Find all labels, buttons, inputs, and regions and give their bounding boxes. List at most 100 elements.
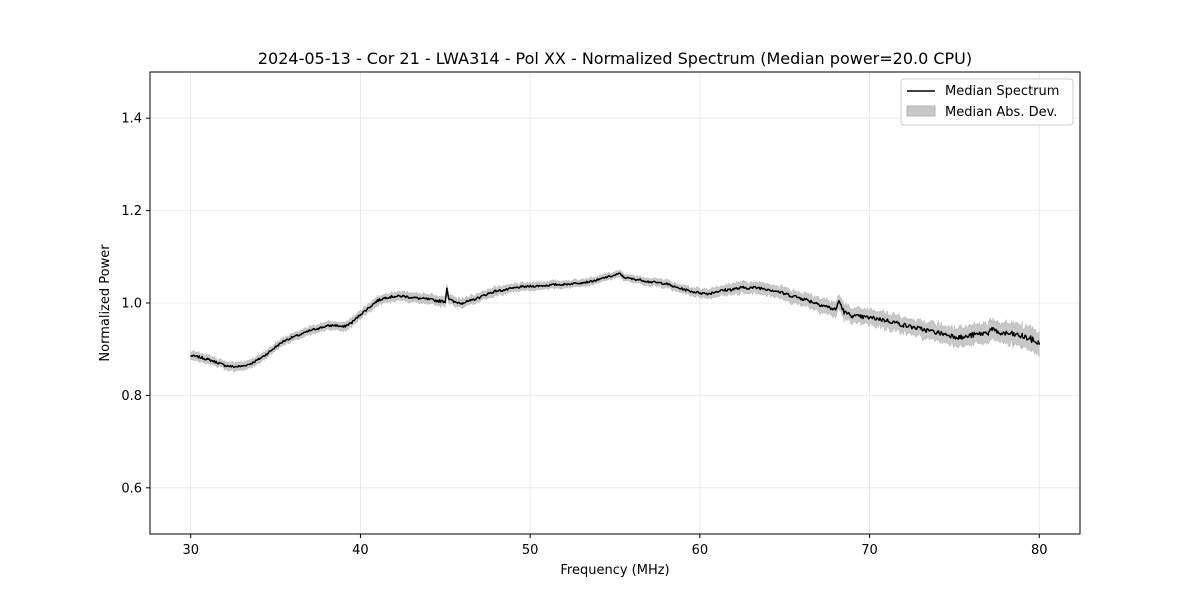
spectrum-point bbox=[838, 300, 839, 301]
spectrum-point bbox=[1022, 336, 1023, 337]
spectrum-point bbox=[241, 366, 242, 367]
x-tick-label: 50 bbox=[522, 543, 539, 558]
spectrum-point bbox=[513, 288, 514, 289]
spectrum-point bbox=[835, 309, 836, 310]
spectrum-point bbox=[920, 328, 921, 329]
legend-median-label: Median Spectrum bbox=[945, 84, 1059, 99]
y-axis-label: Normalized Power bbox=[98, 244, 113, 362]
spectrum-point bbox=[793, 295, 794, 296]
spectrum-point bbox=[886, 320, 887, 321]
spectrum-point bbox=[860, 316, 861, 317]
spectrum-point bbox=[810, 301, 811, 302]
spectrum-point bbox=[445, 301, 446, 302]
spectrum-point bbox=[446, 288, 447, 289]
spectrum-point bbox=[448, 298, 449, 299]
spectrum-point bbox=[894, 322, 895, 323]
spectrum-point bbox=[496, 290, 497, 291]
spectrum-point bbox=[911, 326, 912, 327]
spectrum-point bbox=[283, 340, 284, 341]
spectrum-point bbox=[725, 289, 726, 290]
spectrum-point bbox=[971, 335, 972, 336]
spectrum-point bbox=[844, 312, 845, 313]
spectrum-point bbox=[1005, 333, 1006, 334]
spectrum-point bbox=[309, 330, 310, 331]
spectrum-point bbox=[555, 284, 556, 285]
spectrum-point bbox=[937, 332, 938, 333]
spectrum-point bbox=[317, 328, 318, 329]
spectrum-point bbox=[521, 286, 522, 287]
spectrum-point bbox=[258, 359, 259, 360]
spectrum-point bbox=[233, 366, 234, 367]
spectrum-point bbox=[869, 317, 870, 318]
legend: Median Spectrum Median Abs. Dev. bbox=[900, 78, 1074, 126]
spectrum-point bbox=[216, 362, 217, 363]
spectrum-point bbox=[563, 284, 564, 285]
axis-ticks: 30 40 50 60 70 80 0.6 0.8 1.0 1.2 1.4 bbox=[121, 112, 1047, 558]
spectrum-point bbox=[903, 325, 904, 326]
spectrum-point bbox=[394, 296, 395, 297]
spectrum-point bbox=[979, 333, 980, 334]
spectrum-point bbox=[818, 303, 819, 304]
y-tick-label: 1.2 bbox=[121, 204, 142, 219]
spectrum-point bbox=[852, 315, 853, 316]
spectrum-point bbox=[275, 346, 276, 347]
spectrum-point bbox=[377, 300, 378, 301]
legend-mad-swatch bbox=[906, 105, 936, 117]
spectrum-point bbox=[487, 293, 488, 294]
spectrum-point bbox=[267, 353, 268, 354]
x-axis-label: Frequency (MHz) bbox=[560, 563, 669, 578]
spectrum-point bbox=[207, 359, 208, 360]
spectrum-point bbox=[606, 277, 607, 278]
spectrum-point bbox=[742, 287, 743, 288]
spectrum-point bbox=[954, 336, 955, 337]
spectrum-point bbox=[419, 298, 420, 299]
spectrum-point bbox=[292, 337, 293, 338]
spectrum-point bbox=[530, 286, 531, 287]
spectrum-point bbox=[597, 279, 598, 280]
spectrum-point bbox=[614, 275, 615, 276]
spectrum-point bbox=[996, 332, 997, 333]
spectrum-point bbox=[326, 326, 327, 327]
spectrum-point bbox=[368, 307, 369, 308]
spectrum-point bbox=[750, 287, 751, 288]
spectrum-point bbox=[402, 295, 403, 296]
legend-mad-label: Median Abs. Dev. bbox=[945, 105, 1057, 120]
spectrum-point bbox=[547, 285, 548, 286]
spectrum-point bbox=[945, 334, 946, 335]
spectrum-point bbox=[733, 289, 734, 290]
spectrum-point bbox=[360, 314, 361, 315]
spectrum-point bbox=[190, 355, 191, 356]
spectrum-point bbox=[691, 291, 692, 292]
spectrum-point bbox=[428, 299, 429, 300]
spectrum-point bbox=[589, 281, 590, 282]
spectrum-point bbox=[453, 301, 454, 302]
spectrum-point bbox=[682, 289, 683, 290]
spectrum-point bbox=[224, 365, 225, 366]
spectrum-point bbox=[351, 322, 352, 323]
spectrum-point bbox=[479, 297, 480, 298]
spectrum-point bbox=[623, 277, 624, 278]
spectrum-point bbox=[462, 302, 463, 303]
spectrum-point bbox=[657, 282, 658, 283]
plot-area bbox=[189, 269, 1041, 373]
spectrum-point bbox=[504, 289, 505, 290]
spectrum-point bbox=[334, 325, 335, 326]
x-tick-label: 80 bbox=[1031, 543, 1048, 558]
spectrum-point bbox=[538, 285, 539, 286]
spectrum-point bbox=[411, 297, 412, 298]
spectrum-point bbox=[436, 300, 437, 301]
spectrum-point bbox=[385, 297, 386, 298]
spectrum-point bbox=[619, 273, 620, 274]
spectrum-point bbox=[250, 363, 251, 364]
spectrum-point bbox=[648, 281, 649, 282]
y-tick-label: 0.6 bbox=[121, 481, 142, 496]
spectrum-point bbox=[580, 282, 581, 283]
spectrum-point bbox=[1013, 334, 1014, 335]
spectrum-point bbox=[199, 356, 200, 357]
spectrum-point bbox=[300, 334, 301, 335]
spectrum-point bbox=[759, 287, 760, 288]
y-tick-label: 0.8 bbox=[121, 389, 142, 404]
spectrum-point bbox=[877, 318, 878, 319]
spectrum-point bbox=[572, 283, 573, 284]
